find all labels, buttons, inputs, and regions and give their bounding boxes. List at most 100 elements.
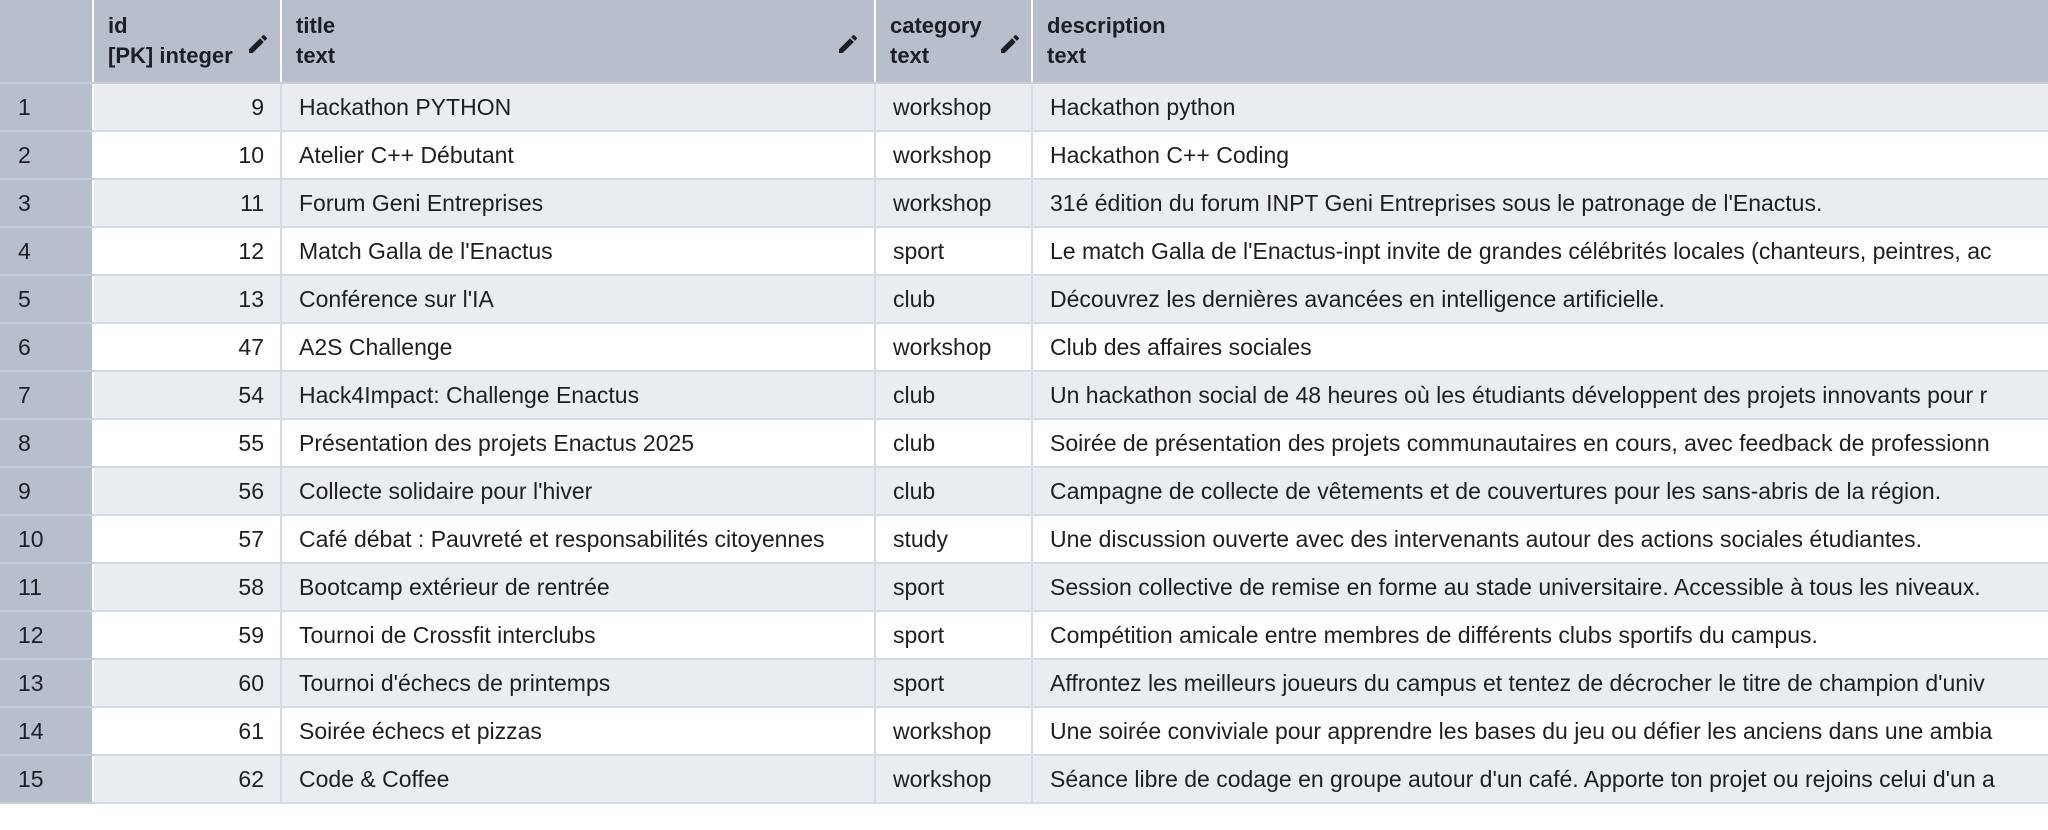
cell-title[interactable]: Conférence sur l'IA [281, 275, 876, 324]
cell-id[interactable]: 10 [93, 131, 282, 180]
pencil-icon[interactable] [246, 32, 270, 56]
row-number[interactable]: 3 [0, 179, 94, 228]
row-number[interactable]: 5 [0, 275, 94, 324]
cell-title[interactable]: Hack4Impact: Challenge Enactus [281, 371, 876, 420]
cell-id[interactable]: 55 [93, 419, 282, 468]
cell-category[interactable]: sport [875, 611, 1033, 660]
pencil-icon[interactable] [836, 32, 860, 56]
cell-title[interactable]: Hackathon PYTHON [281, 83, 876, 132]
cell-category[interactable]: workshop [875, 755, 1033, 804]
cell-category[interactable]: sport [875, 563, 1033, 612]
cell-id[interactable]: 54 [93, 371, 282, 420]
row-number[interactable]: 1 [0, 83, 94, 132]
cell-id[interactable]: 62 [93, 755, 282, 804]
column-header-description[interactable]: description text [1032, 0, 2048, 84]
table-row[interactable]: 4 12 Match Galla de l'Enactus sport Le match… [0, 227, 2048, 276]
cell-category[interactable]: workshop [875, 323, 1033, 372]
cell-category[interactable]: sport [875, 659, 1033, 708]
cell-category[interactable]: workshop [875, 707, 1033, 756]
cell-category[interactable]: club [875, 467, 1033, 516]
cell-id[interactable]: 47 [93, 323, 282, 372]
table-body: 1 9 Hackathon PYTHON workshop Hackathon pyth… [0, 83, 2048, 804]
table-row[interactable]: 5 13 Conférence sur l'IA club Découvrez les … [0, 275, 2048, 324]
table-row[interactable]: 11 58 Bootcamp extérieur de rentrée sport Se… [0, 563, 2048, 612]
table-row[interactable]: 13 60 Tournoi d'échecs de printemps sport Af… [0, 659, 2048, 708]
row-number[interactable]: 12 [0, 611, 94, 660]
column-header-id[interactable]: id [PK] integer [93, 0, 282, 84]
column-header-title[interactable]: title text [281, 0, 876, 84]
row-number[interactable]: 10 [0, 515, 94, 564]
cell-title[interactable]: Café débat : Pauvreté et responsabilités… [281, 515, 876, 564]
cell-category[interactable]: club [875, 275, 1033, 324]
cell-id[interactable]: 56 [93, 467, 282, 516]
cell-description[interactable]: Un hackathon social de 48 heures où les … [1032, 371, 2048, 420]
cell-category[interactable]: club [875, 419, 1033, 468]
table-row[interactable]: 9 56 Collecte solidaire pour l'hiver club Ca… [0, 467, 2048, 516]
cell-title[interactable]: Match Galla de l'Enactus [281, 227, 876, 276]
cell-id[interactable]: 57 [93, 515, 282, 564]
cell-category[interactable]: study [875, 515, 1033, 564]
table-row[interactable]: 3 11 Forum Geni Entreprises workshop 31é édi… [0, 179, 2048, 228]
cell-description[interactable]: Campagne de collecte de vêtements et de … [1032, 467, 2048, 516]
cell-id[interactable]: 61 [93, 707, 282, 756]
cell-description[interactable]: Compétition amicale entre membres de dif… [1032, 611, 2048, 660]
cell-title[interactable]: Tournoi d'échecs de printemps [281, 659, 876, 708]
cell-description[interactable]: Découvrez les dernières avancées en inte… [1032, 275, 2048, 324]
table-row[interactable]: 12 59 Tournoi de Crossfit interclubs sport C… [0, 611, 2048, 660]
row-number[interactable]: 2 [0, 131, 94, 180]
cell-title[interactable]: Collecte solidaire pour l'hiver [281, 467, 876, 516]
table-row[interactable]: 14 61 Soirée échecs et pizzas workshop Une s… [0, 707, 2048, 756]
row-number[interactable]: 14 [0, 707, 94, 756]
row-number[interactable]: 6 [0, 323, 94, 372]
table-row[interactable]: 6 47 A2S Challenge workshop Club des affaire… [0, 323, 2048, 372]
cell-id[interactable]: 9 [93, 83, 282, 132]
cell-description[interactable]: Une discussion ouverte avec des interven… [1032, 515, 2048, 564]
cell-description[interactable]: Session collective de remise en forme au… [1032, 563, 2048, 612]
cell-description[interactable]: Affrontez les meilleurs joueurs du campu… [1032, 659, 2048, 708]
cell-title[interactable]: A2S Challenge [281, 323, 876, 372]
table-row[interactable]: 7 54 Hack4Impact: Challenge Enactus club Un … [0, 371, 2048, 420]
pencil-icon[interactable] [998, 32, 1022, 56]
cell-description[interactable]: Le match Galla de l'Enactus-inpt invite … [1032, 227, 2048, 276]
cell-id[interactable]: 59 [93, 611, 282, 660]
cell-title[interactable]: Soirée échecs et pizzas [281, 707, 876, 756]
cell-description[interactable]: Club des affaires sociales [1032, 323, 2048, 372]
row-number[interactable]: 4 [0, 227, 94, 276]
cell-category[interactable]: club [875, 371, 1033, 420]
row-number-header[interactable] [0, 0, 94, 84]
row-number[interactable]: 13 [0, 659, 94, 708]
row-number[interactable]: 15 [0, 755, 94, 804]
table-row[interactable]: 10 57 Café débat : Pauvreté et responsabil… [0, 515, 2048, 564]
cell-id[interactable]: 58 [93, 563, 282, 612]
cell-description[interactable]: Soirée de présentation des projets commu… [1032, 419, 2048, 468]
row-number[interactable]: 11 [0, 563, 94, 612]
cell-title[interactable]: Atelier C++ Débutant [281, 131, 876, 180]
cell-description[interactable]: Séance libre de codage en groupe autour … [1032, 755, 2048, 804]
row-number[interactable]: 8 [0, 419, 94, 468]
cell-id[interactable]: 13 [93, 275, 282, 324]
cell-id[interactable]: 11 [93, 179, 282, 228]
table-row[interactable]: 2 10 Atelier C++ Débutant workshop Hackathon… [0, 131, 2048, 180]
cell-description[interactable]: Une soirée conviviale pour apprendre les… [1032, 707, 2048, 756]
column-header-category[interactable]: category text [875, 0, 1033, 84]
cell-title[interactable]: Forum Geni Entreprises [281, 179, 876, 228]
cell-title[interactable]: Bootcamp extérieur de rentrée [281, 563, 876, 612]
cell-description[interactable]: 31é édition du forum INPT Geni Entrepris… [1032, 179, 2048, 228]
row-number[interactable]: 9 [0, 467, 94, 516]
table-row[interactable]: 8 55 Présentation des projets Enactus 202… [0, 419, 2048, 468]
cell-title[interactable]: Code & Coffee [281, 755, 876, 804]
cell-title[interactable]: Tournoi de Crossfit interclubs [281, 611, 876, 660]
table-row[interactable]: 1 9 Hackathon PYTHON workshop Hackathon pyth… [0, 83, 2048, 132]
cell-id[interactable]: 12 [93, 227, 282, 276]
cell-description[interactable]: Hackathon C++ Coding [1032, 131, 2048, 180]
cell-category[interactable]: workshop [875, 179, 1033, 228]
cell-category[interactable]: sport [875, 227, 1033, 276]
cell-description[interactable]: Hackathon python [1032, 83, 2048, 132]
cell-title[interactable]: Présentation des projets Enactus 2025 [281, 419, 876, 468]
table-row[interactable]: 15 62 Code & Coffee workshop Séance libre de… [0, 755, 2048, 804]
cell-category[interactable]: workshop [875, 83, 1033, 132]
row-number[interactable]: 7 [0, 371, 94, 420]
cell-id[interactable]: 60 [93, 659, 282, 708]
cell-category[interactable]: workshop [875, 131, 1033, 180]
